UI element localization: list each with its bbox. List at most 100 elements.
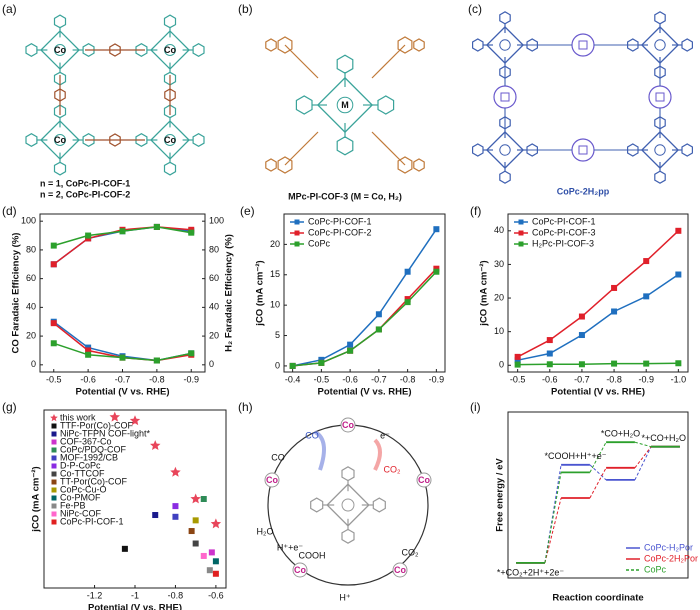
legend-label: TT-Por(Co)-COF <box>60 476 127 486</box>
legend-label: CoPc-Cu-O <box>60 484 107 494</box>
marker <box>121 545 128 552</box>
arrow <box>313 430 326 471</box>
state-label: *COOH+H⁺+e⁻ <box>544 451 606 461</box>
cycle-label: CO₂ <box>402 547 420 557</box>
marker <box>611 308 618 315</box>
marker <box>643 258 650 265</box>
macrocycle-core <box>485 25 525 65</box>
marker <box>50 261 57 268</box>
aryl-ring <box>413 38 425 52</box>
connector <box>589 441 607 473</box>
legend-label: COF-367-Co <box>60 436 112 446</box>
metal-center <box>336 96 354 114</box>
x-tick-label: -0.4 <box>285 374 301 384</box>
metal-label: Co <box>394 565 406 575</box>
x-tick-label: -0.8 <box>400 374 416 384</box>
arrow <box>373 438 382 471</box>
linker-ring <box>164 88 176 102</box>
macrocycle-core <box>150 120 190 160</box>
marker <box>433 268 440 275</box>
marker <box>85 351 92 358</box>
y-tick-label: 30 <box>494 259 504 269</box>
metal-label: Co <box>266 475 278 485</box>
panel-label: (e) <box>240 204 255 218</box>
x-tick-label: -0.7 <box>371 374 387 384</box>
co-complex <box>292 562 308 578</box>
marker <box>208 549 215 556</box>
metal-center <box>654 144 666 156</box>
x-axis-label: Potential (V vs. RHE) <box>76 387 170 398</box>
marker <box>119 354 126 361</box>
cycle-label: e⁻ <box>380 430 390 440</box>
metal-center <box>499 39 511 51</box>
legend-marker <box>50 414 58 422</box>
legend-label: CoPc-PI-COF-2 <box>308 227 372 237</box>
benzo-ring <box>472 38 484 52</box>
x-tick-label: -0.7 <box>115 374 131 384</box>
marker <box>119 228 126 235</box>
metal-label: Co <box>342 420 354 430</box>
y2-tick-label: 40 <box>209 302 219 312</box>
y-tick-label: 40 <box>26 302 36 312</box>
marker <box>514 353 521 360</box>
y-tick-label: 60 <box>26 273 36 283</box>
metal-label: M <box>341 100 349 110</box>
y-tick-label: 0 <box>275 360 280 370</box>
marker <box>50 242 57 249</box>
connector <box>544 497 562 564</box>
macrocycle-core <box>150 30 190 70</box>
co-complex <box>392 562 408 578</box>
y-tick-label: 20 <box>494 292 504 302</box>
marker <box>643 293 650 300</box>
marker <box>188 350 195 357</box>
marker <box>675 360 682 367</box>
benzo-ring <box>681 38 694 52</box>
y2-tick-label: 80 <box>209 244 219 254</box>
benzo-ring <box>626 143 639 157</box>
marker <box>50 320 57 327</box>
benzo-ring <box>341 466 355 482</box>
legend-label: CoPc <box>644 564 667 574</box>
y2-tick-label: 100 <box>209 216 224 226</box>
porphyrin-core <box>578 145 588 155</box>
benzo-ring <box>192 43 205 57</box>
legend-marker <box>294 219 300 225</box>
metal-center <box>54 134 66 146</box>
marker <box>200 552 207 559</box>
legend-label: CoPc-PI-COF-3 <box>532 227 596 237</box>
legend-label: CoPc-PI-COF-1 <box>532 216 596 226</box>
legend-label: CoPc-H₂Por <box>644 542 693 552</box>
metal-center <box>341 498 355 512</box>
metal-center <box>54 44 66 56</box>
y-tick-label: 5 <box>275 330 280 340</box>
y-tick-label: 15 <box>270 269 280 279</box>
porphyrin-core <box>500 92 510 102</box>
legend-marker <box>51 495 57 501</box>
y-tick-label: 10 <box>494 326 504 336</box>
marker <box>404 268 411 275</box>
legend-marker <box>51 487 57 493</box>
porphyrin-core <box>655 92 665 102</box>
benzo-ring <box>135 133 148 147</box>
marker <box>611 284 618 291</box>
legend-label: Fe-PB <box>60 500 86 510</box>
x-tick-label: -1.0 <box>671 374 687 384</box>
state-label: *+CO₂+2H⁺+2e⁻ <box>497 567 565 577</box>
benzo-ring <box>472 143 484 157</box>
connector <box>589 464 607 481</box>
marker <box>578 332 585 339</box>
marker <box>170 466 181 477</box>
x-axis-label: Potential (V vs. RHE) <box>551 387 645 398</box>
y-axis-label: Free energy / eV <box>495 458 506 532</box>
cycle-label: H₂O <box>257 526 274 536</box>
panel-label: (g) <box>2 400 17 414</box>
metal-label: Co <box>54 45 66 55</box>
legend-label: CoPc/PDQ-COF <box>60 444 127 454</box>
marker <box>318 359 325 366</box>
marker <box>85 347 92 354</box>
marker <box>188 528 195 535</box>
caption: CoPc-2H₂pp <box>557 186 610 196</box>
benzo-ring <box>25 133 38 147</box>
benzo-ring <box>82 43 95 57</box>
marker <box>578 313 585 320</box>
